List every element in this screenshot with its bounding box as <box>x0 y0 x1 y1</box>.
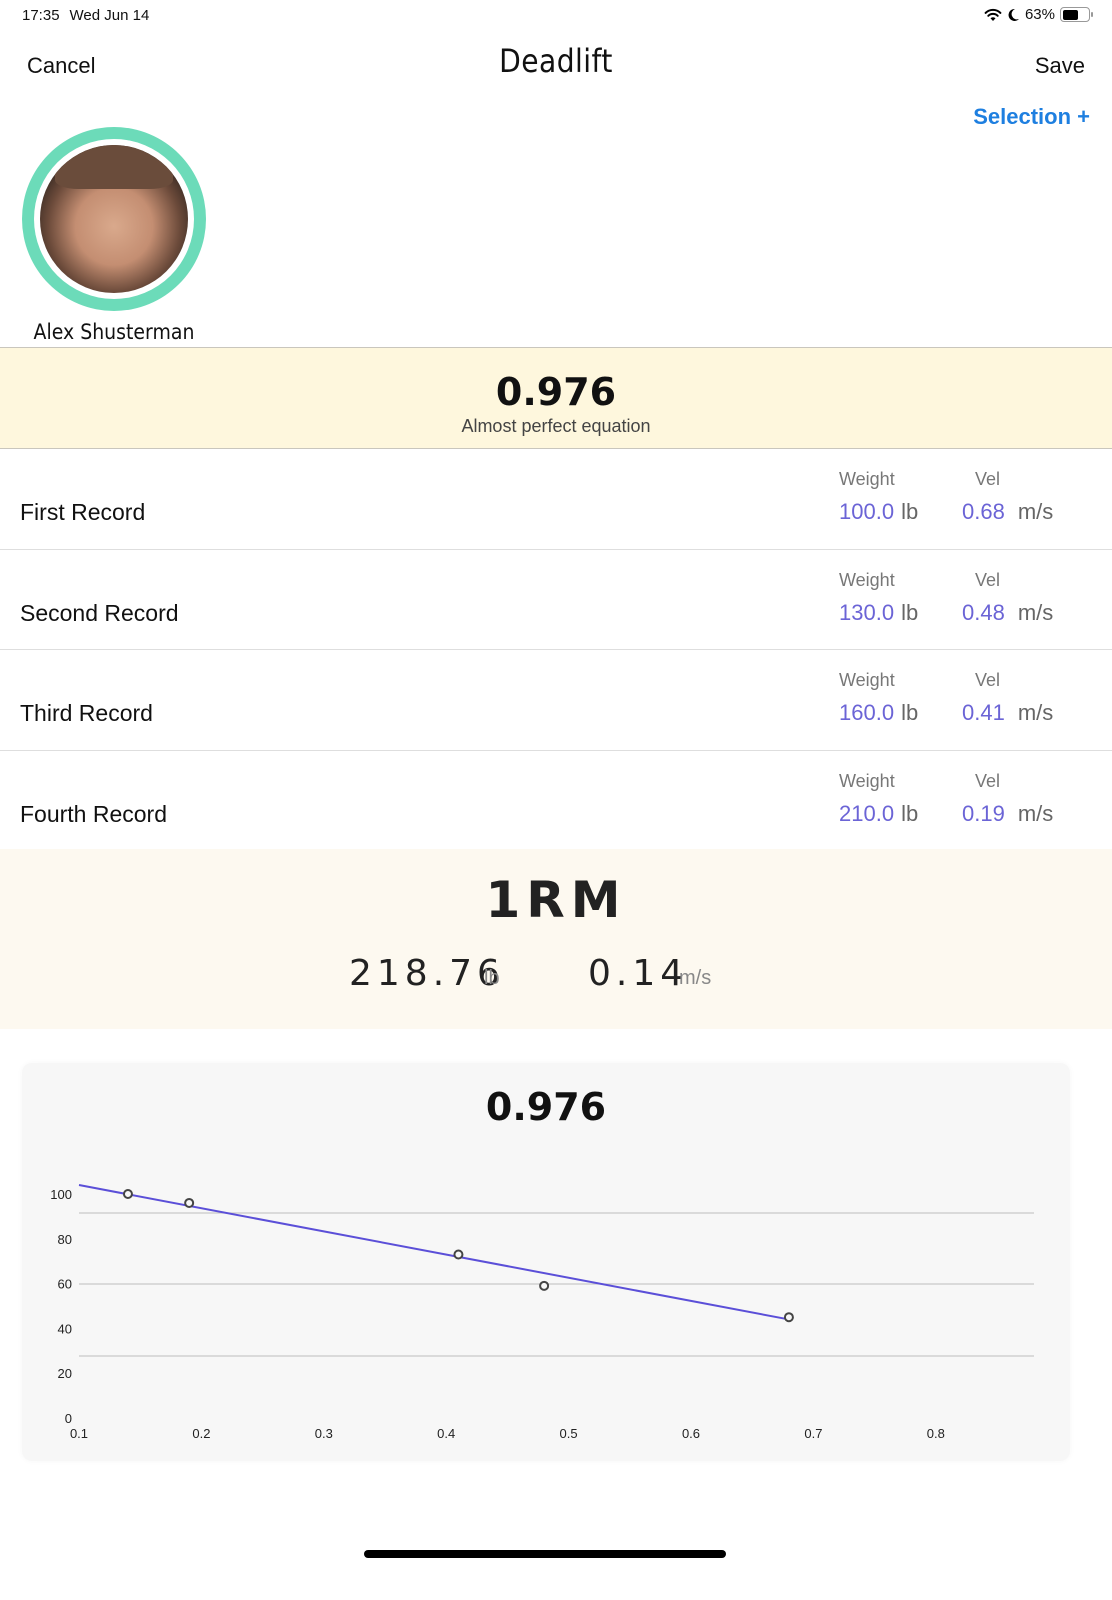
battery-icon <box>1060 7 1093 22</box>
records-list: First Record Weight 100.0 lb Vel 0.68 m/s … <box>0 449 1112 851</box>
record-row-first[interactable]: First Record Weight 100.0 lb Vel 0.68 m/s <box>0 449 1112 550</box>
equation-score-label: Almost perfect equation <box>461 416 651 436</box>
record-name: First Record <box>20 499 146 525</box>
one-rm-weight-unit: lb <box>484 967 500 989</box>
vel-label: Vel <box>975 670 1001 690</box>
y-tick-label: 100 <box>50 1187 72 1202</box>
record-velocity[interactable]: Vel 0.41 m/s <box>962 670 1053 726</box>
cancel-button[interactable]: Cancel <box>27 53 96 78</box>
wifi-icon <box>984 8 1002 21</box>
x-tick-label: 0.1 <box>70 1426 88 1441</box>
battery-percent: 63% <box>1024 6 1055 23</box>
avatar-ring-gap <box>34 139 194 299</box>
record-weight[interactable]: Weight 160.0 lb <box>839 670 918 726</box>
date: Wed Jun 14 <box>69 7 150 24</box>
record-name: Second Record <box>20 599 179 626</box>
record-name: Third Record <box>20 700 153 726</box>
x-tick-label: 0.8 <box>927 1426 945 1441</box>
y-tick-label: 80 <box>58 1232 72 1247</box>
one-rm-velocity-unit: m/s <box>679 967 712 989</box>
vel-unit: m/s <box>1017 599 1054 625</box>
weight-unit: lb <box>901 499 919 524</box>
avatar-photo <box>40 145 188 293</box>
save-button[interactable]: Save <box>1034 53 1085 78</box>
weight-label: Weight <box>839 569 895 590</box>
vel-value: 0.19 <box>962 800 1005 826</box>
one-rm-band: 1RM 218.76 lb 0.14 m/s <box>0 849 1112 1029</box>
one-rm-title: 1RM <box>485 871 627 929</box>
vel-label: Vel <box>975 569 1001 590</box>
vel-value: 0.41 <box>962 700 1005 725</box>
vel-label: Vel <box>975 770 1001 791</box>
data-point[interactable] <box>184 1197 195 1208</box>
weight-value: 100.0 <box>839 499 895 524</box>
record-weight[interactable]: Weight 210.0 lb <box>839 771 918 827</box>
status-indicators: 63% <box>984 6 1093 23</box>
x-tick-label: 0.5 <box>560 1426 578 1441</box>
data-point[interactable] <box>122 1189 133 1199</box>
selection-add-button[interactable]: Selection + <box>973 104 1090 129</box>
moon-icon <box>1008 8 1019 21</box>
weight-unit: lb <box>901 599 919 625</box>
equation-score-value: 0.976 <box>495 370 617 414</box>
nav-bar: Cancel Deadlift Save <box>0 40 1112 100</box>
record-row-second[interactable]: Second Record Weight 130.0 lb Vel 0.48 m/s <box>0 550 1112 650</box>
avatar-hair <box>54 145 174 190</box>
status-bar: 17:35 Wed Jun 14 63% <box>0 0 1112 32</box>
y-tick-label: 0 <box>65 1411 72 1426</box>
data-point[interactable] <box>783 1312 794 1323</box>
record-row-fourth[interactable]: Fourth Record Weight 210.0 lb Vel 0.19 m/s <box>0 751 1112 851</box>
trend-line <box>78 1184 790 1321</box>
record-weight[interactable]: Weight 130.0 lb <box>839 570 918 626</box>
x-tick-label: 0.3 <box>315 1426 333 1441</box>
weight-unit: lb <box>901 700 919 725</box>
data-point[interactable] <box>539 1280 550 1291</box>
record-velocity[interactable]: Vel 0.48 m/s <box>962 570 1053 626</box>
chart-plot: 0 20 40 60 80 100 0.1 0.2 0.3 0.4 0.5 0.6 0.7 0.8 <box>50 1184 1034 1441</box>
one-rm-weight: 218.76 <box>349 953 505 994</box>
weight-label: Weight <box>839 469 895 489</box>
record-velocity[interactable]: Vel 0.19 m/s <box>962 771 1053 827</box>
status-time: 17:35 Wed Jun 14 <box>22 7 149 24</box>
record-row-third[interactable]: Third Record Weight 160.0 lb Vel 0.41 m/s <box>0 650 1112 751</box>
weight-label: Weight <box>839 670 895 690</box>
vel-label: Vel <box>975 469 1001 489</box>
record-name: Fourth Record <box>20 800 168 827</box>
weight-label: Weight <box>839 770 895 791</box>
clock: 17:35 <box>22 7 60 24</box>
chart-title: 0.976 <box>485 1085 607 1129</box>
x-tick-label: 0.4 <box>437 1426 455 1441</box>
x-tick-label: 0.7 <box>804 1426 822 1441</box>
record-velocity[interactable]: Vel 0.68 m/s <box>962 469 1053 525</box>
y-tick-label: 60 <box>58 1277 72 1292</box>
vel-unit: m/s <box>1017 700 1054 725</box>
x-tick-label: 0.2 <box>192 1426 210 1441</box>
weight-value: 210.0 <box>839 800 895 826</box>
weight-value: 160.0 <box>839 700 895 725</box>
weight-unit: lb <box>901 800 919 826</box>
record-weight[interactable]: Weight 100.0 lb <box>839 469 918 525</box>
home-indicator[interactable] <box>364 1550 726 1558</box>
equation-score-band: 0.976 Almost perfect equation <box>0 347 1112 449</box>
data-point[interactable] <box>453 1249 464 1260</box>
one-rm-velocity: 0.14 <box>588 953 689 994</box>
vel-unit: m/s <box>1017 499 1054 524</box>
athlete-name: Alex Shusterman <box>33 320 195 344</box>
avatar[interactable] <box>22 127 206 311</box>
y-tick-label: 20 <box>58 1366 72 1381</box>
vel-value: 0.48 <box>962 599 1005 625</box>
vel-unit: m/s <box>1017 800 1054 826</box>
battery-level <box>1062 9 1079 20</box>
page-title: Deadlift <box>499 42 613 80</box>
y-tick-label: 40 <box>58 1321 72 1336</box>
vel-value: 0.68 <box>962 499 1005 524</box>
weight-value: 130.0 <box>839 599 895 625</box>
x-tick-label: 0.6 <box>682 1426 700 1441</box>
load-velocity-chart: 0.976 0 20 40 60 80 100 0.1 0.2 0.3 0.4 0.5 0.6 0.7 0… <box>22 1063 1070 1461</box>
